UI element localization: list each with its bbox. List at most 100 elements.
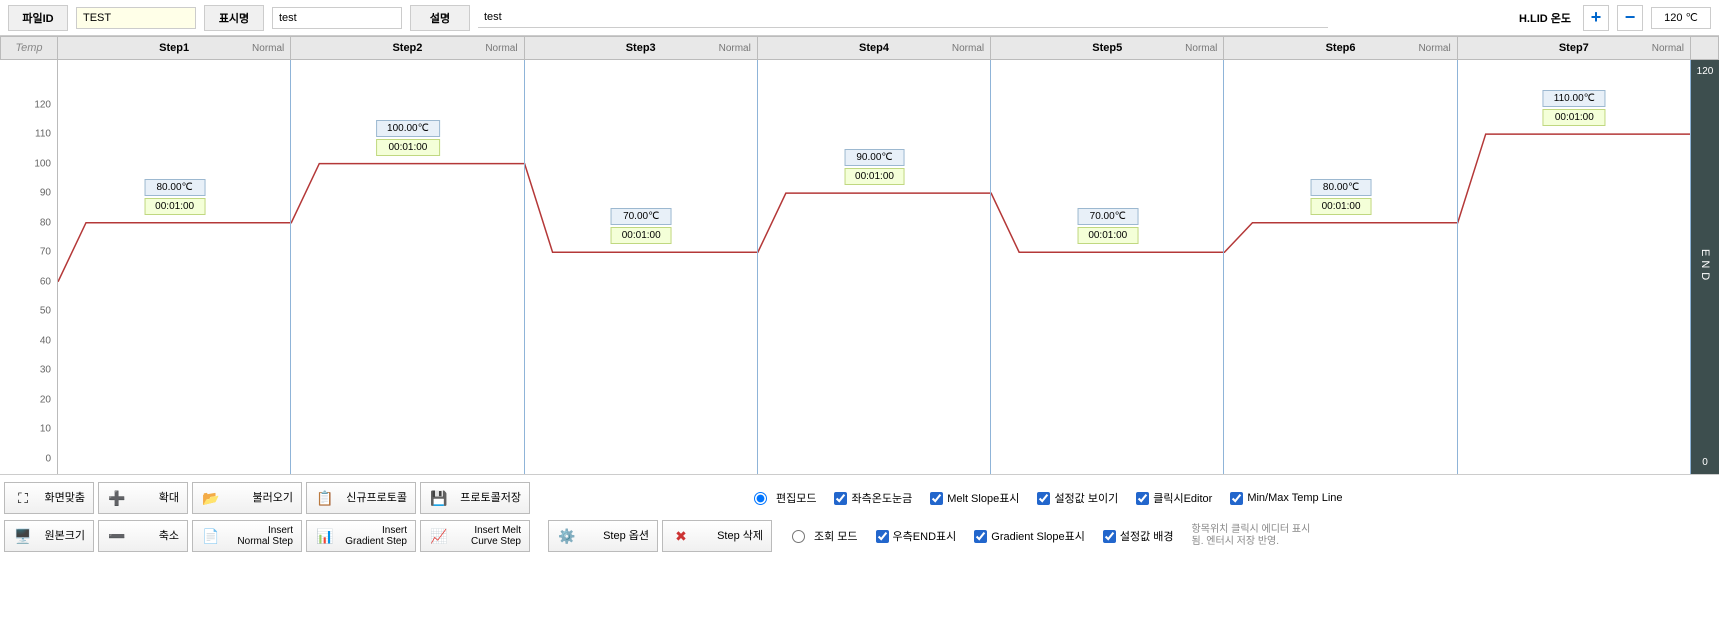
show-setpoint-check[interactable]: 설정값 보이기 [1037, 490, 1118, 506]
gradient-slope-check[interactable]: Gradient Slope표시 [974, 528, 1085, 544]
file-id-label: 파일ID [8, 5, 68, 31]
minus-icon: ➖ [107, 526, 127, 546]
chart-header: Temp Step1NormalStep2NormalStep3NormalSt… [0, 36, 1719, 60]
temp-value: 90.00℃ [844, 149, 905, 166]
insert-normal-button[interactable]: 📄Insert Normal Step [192, 520, 302, 552]
click-editor-check[interactable]: 클릭시Editor [1136, 490, 1212, 506]
step-header[interactable]: Step6Normal [1224, 36, 1457, 60]
step-callout[interactable]: 80.00℃ 00:01:00 [144, 179, 205, 215]
temp-value: 110.00℃ [1543, 90, 1606, 107]
y-tick: 40 [40, 335, 51, 346]
end-top-label: 120 [1697, 66, 1714, 77]
zoom-in-button[interactable]: ➕확대 [98, 482, 188, 514]
right-end-check[interactable]: 우측END표시 [876, 528, 957, 544]
original-size-button[interactable]: 🖥️원본크기 [4, 520, 94, 552]
insert-icon: 📄 [201, 526, 221, 546]
step-callout[interactable]: 70.00℃ 00:01:00 [1077, 208, 1138, 244]
end-mid-label: END [1699, 249, 1711, 284]
y-tick: 30 [40, 365, 51, 376]
time-value: 00:01:00 [1543, 109, 1606, 126]
step-column[interactable] [991, 60, 1224, 474]
y-axis: 0102030405060708090100110120 [0, 60, 58, 474]
step-header[interactable]: Step2Normal [291, 36, 524, 60]
toolbar-hint: 항목위치 클릭시 에디터 표시됨. 엔터시 저장 반영. [1192, 524, 1312, 548]
temp-value: 80.00℃ [144, 179, 205, 196]
save-icon: 💾 [429, 488, 449, 508]
temp-value: 100.00℃ [376, 120, 440, 137]
y-tick: 100 [34, 158, 51, 169]
new-protocol-button[interactable]: 📋신규프로토콜 [306, 482, 416, 514]
toolbar: ⛶화면맞춤 ➕확대 📂불러오기 📋신규프로토콜 💾프로토콜저장 편집모드 좌측온… [0, 474, 1719, 550]
step-header[interactable]: Step3Normal [525, 36, 758, 60]
edit-mode-radio[interactable]: 편집모드 [754, 490, 816, 506]
plot-area[interactable]: 80.00℃ 00:01:00 100.00℃ 00:01:00 70.00℃ 00:01… [58, 60, 1691, 474]
step-callout[interactable]: 110.00℃ 00:01:00 [1543, 90, 1606, 126]
y-tick: 120 [34, 99, 51, 110]
y-tick: 50 [40, 306, 51, 317]
y-tick: 60 [40, 276, 51, 287]
y-tick: 70 [40, 247, 51, 258]
temp-value: 70.00℃ [611, 208, 672, 225]
time-value: 00:01:00 [144, 198, 205, 215]
time-value: 00:01:00 [844, 168, 905, 185]
screen-icon: 🖥️ [13, 526, 33, 546]
y-tick: 80 [40, 217, 51, 228]
file-id-input[interactable] [76, 7, 196, 29]
plus-icon: ➕ [107, 488, 127, 508]
desc-input[interactable] [478, 7, 1328, 28]
insert-gradient-button[interactable]: 📊Insert Gradient Step [306, 520, 416, 552]
temp-axis-label: Temp [0, 36, 58, 60]
view-mode-radio[interactable]: 조회 모드 [792, 528, 858, 544]
step-callout[interactable]: 90.00℃ 00:01:00 [844, 149, 905, 185]
desc-label: 설명 [410, 5, 470, 31]
y-tick: 10 [40, 424, 51, 435]
melt-slope-check[interactable]: Melt Slope표시 [930, 490, 1019, 506]
step-column[interactable] [1224, 60, 1457, 474]
zoom-out-button[interactable]: ➖축소 [98, 520, 188, 552]
folder-icon: 📂 [201, 488, 221, 508]
display-name-input[interactable] [272, 7, 402, 29]
gradient-icon: 📊 [315, 526, 335, 546]
minmax-check[interactable]: Min/Max Temp Line [1230, 492, 1342, 505]
time-value: 00:01:00 [1077, 227, 1138, 244]
step-header[interactable]: Step5Normal [991, 36, 1224, 60]
hlid-label: H.LID 온도 [1519, 10, 1571, 26]
y-tick: 110 [35, 129, 51, 140]
top-bar: 파일ID 표시명 설명 H.LID 온도 + − [0, 0, 1719, 36]
step-header[interactable]: Step7Normal [1458, 36, 1691, 60]
hlid-value-input[interactable] [1651, 7, 1711, 29]
display-name-label: 표시명 [204, 5, 264, 31]
time-value: 00:01:00 [1311, 198, 1372, 215]
step-column[interactable] [58, 60, 291, 474]
temp-value: 80.00℃ [1311, 179, 1372, 196]
step-option-button[interactable]: ⚙️Step 옵션 [548, 520, 658, 552]
y-tick: 0 [45, 454, 51, 465]
step-column[interactable] [758, 60, 991, 474]
y-tick: 90 [40, 188, 51, 199]
insert-melt-button[interactable]: 📈Insert Melt Curve Step [420, 520, 530, 552]
delete-icon: ✖ [671, 526, 691, 546]
step-column[interactable] [525, 60, 758, 474]
step-callout[interactable]: 80.00℃ 00:01:00 [1311, 179, 1372, 215]
step-header[interactable]: Step4Normal [758, 36, 991, 60]
hlid-plus-button[interactable]: + [1583, 5, 1609, 31]
step-callout[interactable]: 100.00℃ 00:01:00 [376, 120, 440, 156]
save-protocol-button[interactable]: 💾프로토콜저장 [420, 482, 530, 514]
step-callout[interactable]: 70.00℃ 00:01:00 [611, 208, 672, 244]
gear-icon: ⚙️ [557, 526, 577, 546]
fit-screen-button[interactable]: ⛶화면맞춤 [4, 482, 94, 514]
step-delete-button[interactable]: ✖Step 삭제 [662, 520, 772, 552]
time-value: 00:01:00 [376, 139, 440, 156]
end-bot-label: 0 [1702, 457, 1708, 468]
temp-value: 70.00℃ [1077, 208, 1138, 225]
setpoint-bg-check[interactable]: 설정값 배경 [1103, 528, 1174, 544]
step-header[interactable]: Step1Normal [58, 36, 291, 60]
hlid-minus-button[interactable]: − [1617, 5, 1643, 31]
melt-icon: 📈 [429, 526, 449, 546]
chart-area: Temp Step1NormalStep2NormalStep3NormalSt… [0, 36, 1719, 474]
end-column: 120 END 0 [1691, 60, 1719, 474]
left-axis-check[interactable]: 좌측온도눈금 [834, 490, 912, 506]
time-value: 00:01:00 [611, 227, 672, 244]
load-button[interactable]: 📂불러오기 [192, 482, 302, 514]
end-header [1691, 36, 1719, 60]
